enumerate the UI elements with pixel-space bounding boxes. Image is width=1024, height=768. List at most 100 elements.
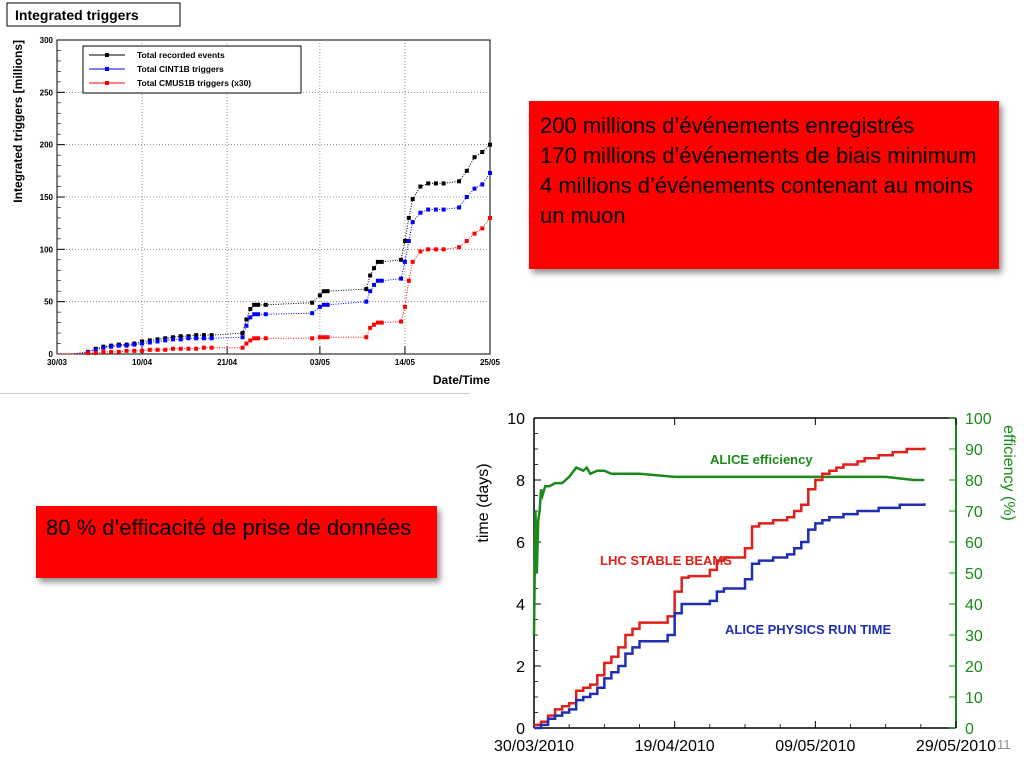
- chart1-ytick-label: 200: [40, 141, 54, 150]
- chart2-xtick-label: 09/05/2010: [775, 738, 855, 755]
- chart1-legend-label: Total CMUS1B triggers (x30): [137, 78, 251, 88]
- chart1-data-point: [163, 338, 168, 343]
- chart1-data-point: [488, 170, 492, 175]
- chart2-ytick-label: 2: [516, 659, 525, 676]
- chart1-xlabel: Date/Time: [433, 373, 490, 387]
- chart1-data-point: [209, 345, 214, 350]
- chart1-data-point: [368, 289, 373, 294]
- chart1-data-point: [132, 342, 137, 347]
- chart2-ylabel: time (days): [475, 463, 492, 542]
- chart1-data-point: [418, 249, 423, 254]
- chart1-data-point: [201, 333, 206, 338]
- chart1-data-point: [406, 278, 411, 283]
- chart1-data-point: [244, 317, 249, 322]
- chart2-series-line: [534, 447, 926, 727]
- chart1-ytick-label: 300: [40, 36, 54, 45]
- chart1-data-point: [488, 215, 492, 220]
- chart1-data-point: [433, 181, 438, 186]
- chart1-data-point: [399, 257, 404, 262]
- chart1-ytick-label: 0: [49, 350, 54, 359]
- chart1-data-point: [116, 343, 121, 348]
- chart1-data-point: [155, 339, 160, 344]
- chart2-series-label: ALICE efficiency: [710, 452, 813, 467]
- chart1-data-point: [178, 346, 183, 351]
- chart1-data-point: [402, 259, 407, 264]
- chart1-data-point: [209, 336, 214, 341]
- chart1-data-point: [372, 282, 377, 287]
- chart1-data-point: [201, 336, 206, 341]
- chart1-legend-label: Total CINT1B triggers: [137, 64, 224, 74]
- chart1-data-point: [109, 344, 114, 349]
- chart1-ytick-label: 50: [44, 298, 53, 307]
- chart1-data-point: [170, 335, 175, 340]
- chart1-data-point: [464, 195, 469, 199]
- chart1-xtick-label: 25/05: [480, 358, 501, 367]
- chart1-data-point: [321, 289, 326, 294]
- chart1-data-point: [321, 302, 326, 307]
- chart1-data-point: [170, 337, 175, 342]
- chart1-data-point: [457, 205, 462, 210]
- chart2-y2tick-label: 50: [965, 566, 983, 583]
- chart1-data-point: [263, 312, 268, 317]
- chart1-data-point: [379, 278, 384, 283]
- chart1-data-point: [178, 337, 183, 342]
- chart1-data-point: [310, 311, 315, 316]
- chart1-data-point: [372, 322, 377, 327]
- chart1-xtick-label: 10/04: [132, 358, 153, 367]
- chart2-series-line: [534, 503, 926, 730]
- chart1-data-point: [472, 186, 477, 191]
- chart1-data-point: [147, 338, 152, 343]
- chart1-data-point: [480, 182, 485, 187]
- chart1-data-point: [433, 247, 438, 252]
- chart2-ytick-label: 4: [516, 597, 525, 614]
- chart1-data-point: [155, 337, 160, 342]
- efficiency-box: 80 % d’efficacité de prise de données: [36, 506, 437, 578]
- chart1-data-point: [480, 226, 485, 231]
- chart1-data-point: [310, 336, 315, 341]
- chart1-data-point: [372, 266, 377, 271]
- chart1-data-point: [140, 348, 145, 353]
- efficiency-text: 80 % d’efficacité de prise de données: [46, 515, 412, 540]
- chart2-y2label: efficiency (%): [1000, 425, 1017, 521]
- chart1-data-point: [256, 312, 261, 317]
- chart1-data-point: [93, 347, 98, 352]
- chart1-data-point: [116, 349, 121, 354]
- chart1-data-point: [488, 142, 492, 147]
- chart2-series-label: ALICE PHYSICS RUN TIME: [725, 622, 891, 637]
- chart1-data-point: [248, 338, 253, 343]
- chart1-data-point: [244, 341, 249, 346]
- chart1-data-point: [441, 207, 446, 212]
- chart1-data-point: [410, 259, 415, 264]
- chart1-data-point: [101, 349, 106, 354]
- separator-line: [0, 393, 470, 394]
- chart1-data-point: [410, 220, 415, 225]
- chart1-data-point: [472, 231, 477, 236]
- chart1-data-point: [170, 346, 175, 351]
- chart2-series-label: LHC STABLE BEAMS: [600, 553, 732, 568]
- chart1-xtick-label: 03/05: [310, 358, 331, 367]
- chart1-series-line: [57, 217, 491, 355]
- chart1-data-point: [464, 168, 469, 173]
- chart1-series-line: [57, 172, 491, 355]
- chart1-data-point: [399, 276, 404, 281]
- chart1-data-point: [375, 259, 380, 264]
- chart1-ytick-label: 150: [40, 193, 54, 202]
- chart2-xtick-label: 30/03/2010: [494, 738, 574, 755]
- chart1-data-point: [457, 245, 462, 250]
- chart1-data-point: [263, 336, 268, 341]
- chart1-data-point: [364, 335, 369, 340]
- chart1-data-point: [472, 155, 477, 160]
- chart1-data-point: [426, 207, 431, 212]
- chart1-data-point: [201, 345, 206, 350]
- chart2-ytick-label: 6: [516, 535, 525, 552]
- chart2-y2tick-label: 10: [965, 690, 983, 707]
- chart1-data-point: [406, 238, 411, 243]
- chart1-data-point: [263, 302, 268, 307]
- chart1-data-point: [441, 181, 446, 186]
- chart1-legend-marker: [105, 67, 109, 71]
- chart1-data-point: [240, 335, 245, 340]
- chart1-data-point: [368, 273, 373, 278]
- chart1-data-point: [379, 259, 384, 264]
- chart1-ytick-label: 100: [40, 245, 54, 254]
- chart1-ytick-label: 250: [40, 88, 54, 97]
